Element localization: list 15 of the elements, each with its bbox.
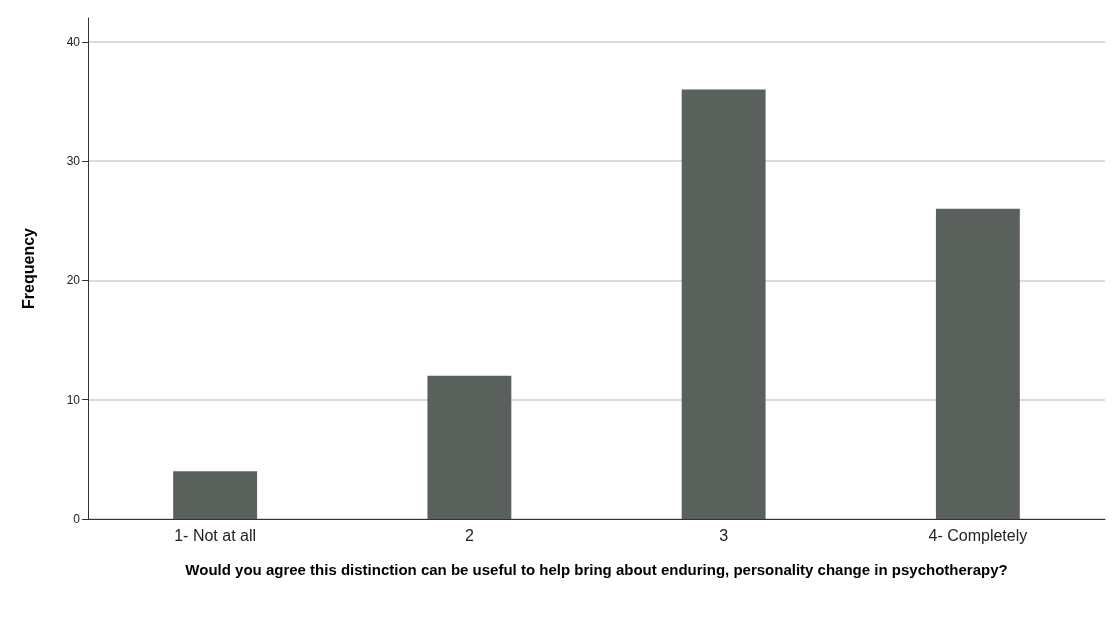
y-tick-label: 40 [66, 34, 81, 49]
x-tick-label: 1- Not at all [174, 526, 257, 544]
x-tick-label: 3 [719, 526, 729, 544]
y-tick-label: 30 [66, 154, 81, 169]
bar [935, 208, 1020, 519]
bar [427, 375, 512, 519]
x-tick-label: 2 [464, 526, 474, 544]
x-tick-label: 4- Completely [928, 526, 1028, 544]
y-axis-title: Frequency [19, 227, 37, 309]
bar [681, 89, 766, 519]
bar [173, 471, 258, 519]
y-tick-label: 10 [66, 392, 81, 407]
y-tick-label: 0 [73, 512, 81, 526]
x-axis-title: Would you agree this distinction can be useful to help bring about enduring, personality change in psychotherapy? [185, 560, 1008, 578]
y-tick-label: 20 [66, 273, 81, 288]
